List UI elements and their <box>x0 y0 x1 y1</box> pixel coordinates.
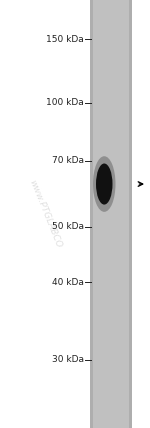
Text: 100 kDa: 100 kDa <box>46 98 84 107</box>
Text: 50 kDa: 50 kDa <box>52 222 84 232</box>
Text: 70 kDa: 70 kDa <box>52 156 84 165</box>
Bar <box>90 0 93 428</box>
Ellipse shape <box>96 163 112 205</box>
Bar <box>129 0 132 428</box>
Text: 150 kDa: 150 kDa <box>46 35 84 44</box>
Text: www.PTGLABCO: www.PTGLABCO <box>27 178 63 250</box>
Bar <box>90 0 132 428</box>
Ellipse shape <box>93 156 116 212</box>
Text: 30 kDa: 30 kDa <box>52 355 84 364</box>
Text: 40 kDa: 40 kDa <box>52 278 84 287</box>
